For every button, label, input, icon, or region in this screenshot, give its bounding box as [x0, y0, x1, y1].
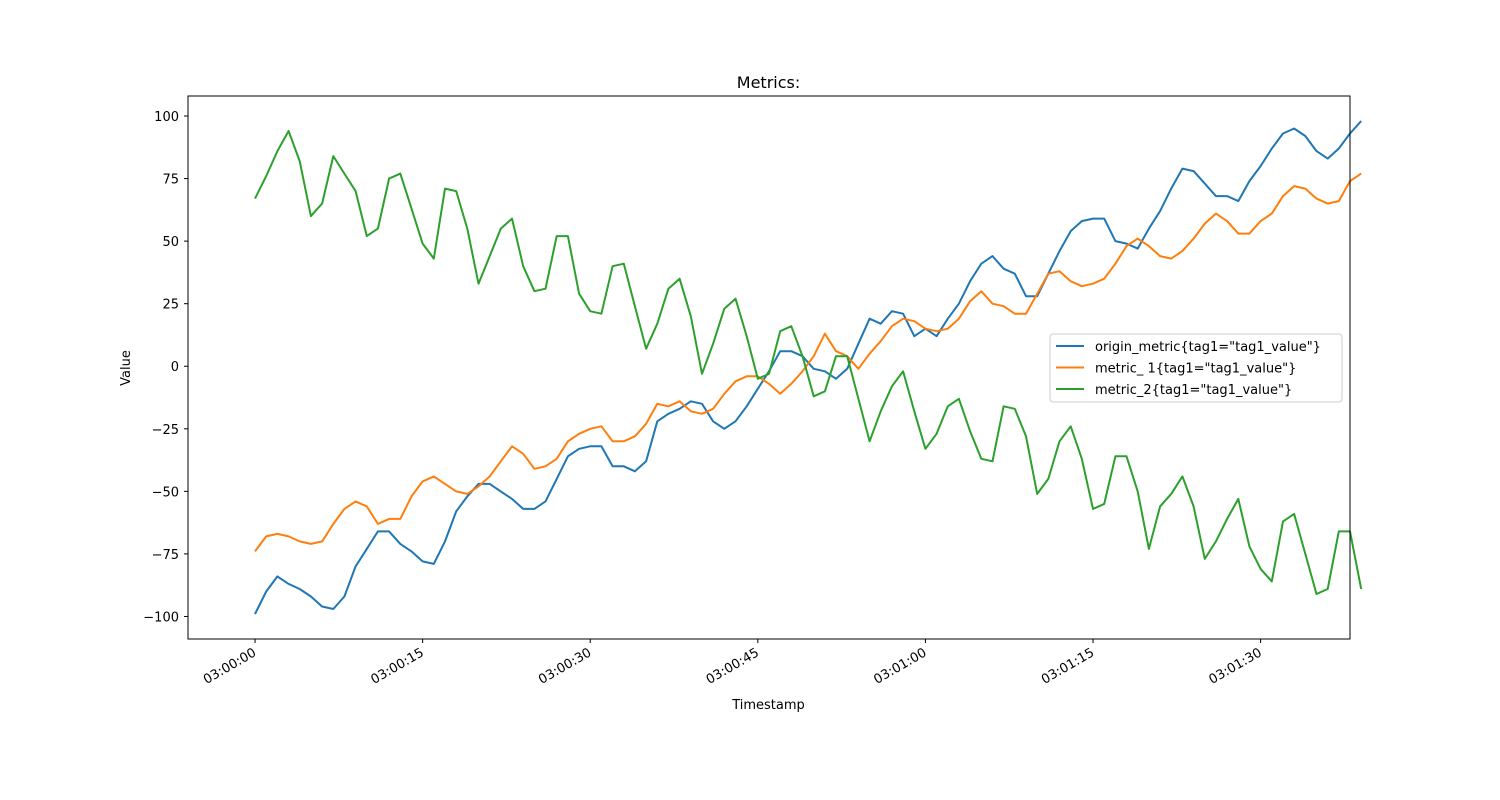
- plot-lines: [254, 120, 1363, 615]
- chart-title: Metrics:: [737, 73, 800, 92]
- y-tick-label: −50: [152, 485, 179, 500]
- x-axis-ticks: 03:00:00 03:00:15 03:00:30 03:00:45 03:01:00…: [201, 639, 1265, 688]
- y-tick-label: −75: [152, 548, 179, 563]
- y-tick-label: 75: [162, 173, 179, 188]
- legend-label-3: metric_2{tag1="tag1_value"}: [1095, 383, 1292, 398]
- x-tick-label: 03:01:30: [1207, 645, 1265, 687]
- legend: origin_metric{tag1="tag1_value"} metric_ …: [1049, 333, 1343, 403]
- x-tick-label: 03:00:45: [704, 645, 762, 687]
- y-tick-label: 50: [162, 235, 179, 250]
- y-tick-label: −25: [152, 423, 179, 438]
- y-axis-ticks: −100 −75 −50 −25 0 25 50 75 100: [143, 110, 188, 625]
- legend-items: origin_metric{tag1="tag1_value"} metric_ …: [1056, 340, 1321, 398]
- legend-box: [1049, 333, 1343, 403]
- x-tick-label: 03:00:00: [201, 645, 259, 687]
- y-tick-label: 25: [162, 298, 179, 313]
- plot-frame: [187, 95, 1351, 640]
- legend-label-2: metric_ 1{tag1="tag1_value"}: [1095, 362, 1296, 377]
- x-tick-label: 03:00:15: [369, 645, 427, 687]
- y-axis-label: Value: [119, 350, 134, 386]
- y-tick-label: −100: [143, 610, 179, 625]
- y-tick-label: 100: [154, 110, 179, 125]
- series-line-2: [254, 172, 1362, 552]
- x-tick-label: 03:00:30: [536, 645, 594, 687]
- legend-label-1: origin_metric{tag1="tag1_value"}: [1095, 340, 1321, 355]
- series-line-3: [254, 130, 1363, 595]
- y-tick-label: 0: [171, 360, 179, 375]
- x-tick-label: 03:01:00: [871, 645, 929, 687]
- x-axis-label: Timestamp: [731, 698, 805, 713]
- x-tick-label: 03:01:15: [1039, 645, 1097, 687]
